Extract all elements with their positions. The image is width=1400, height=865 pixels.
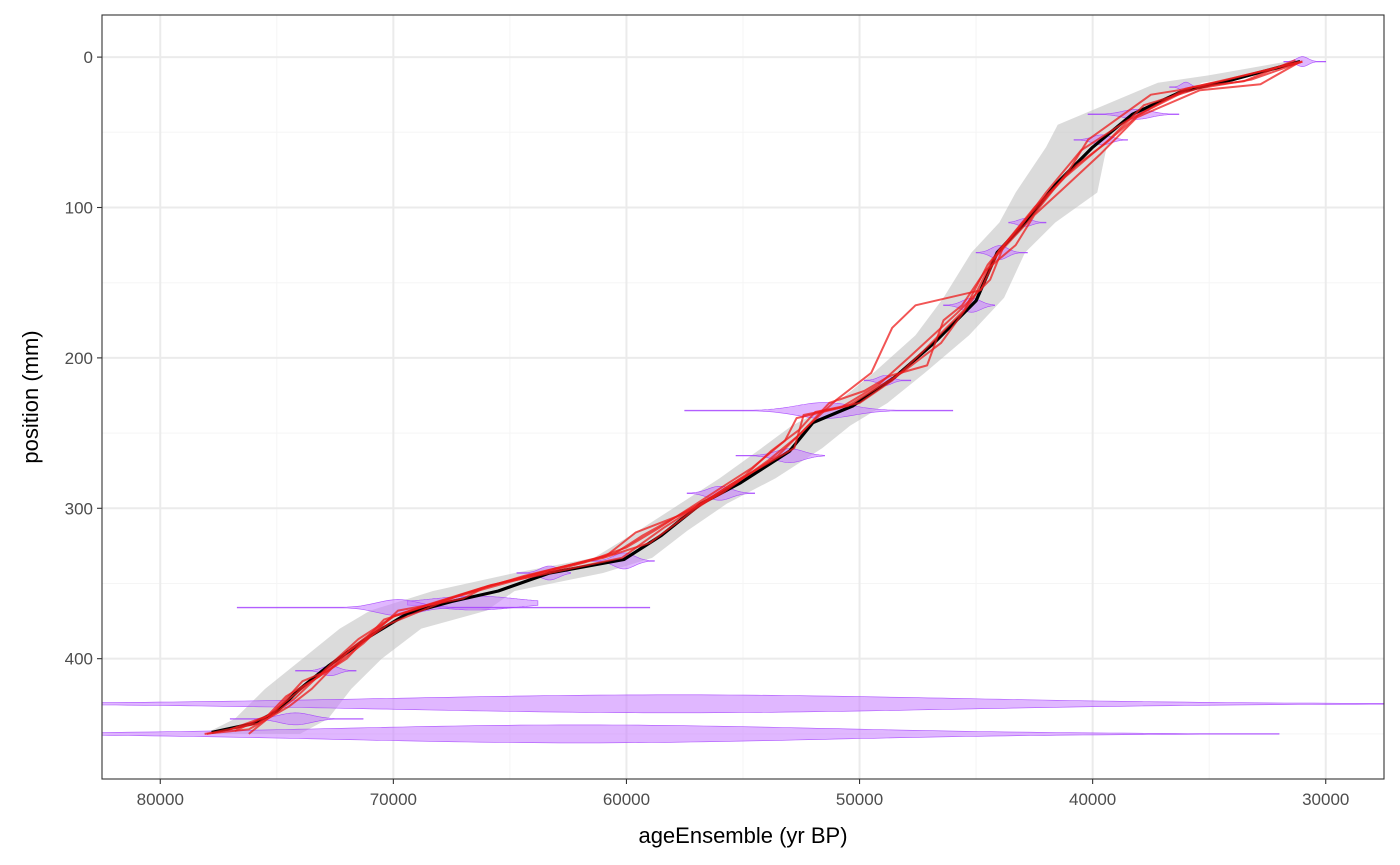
x-axis-title: ageEnsemble (yr BP) bbox=[638, 823, 847, 848]
x-tick-label: 80000 bbox=[137, 790, 184, 809]
y-axis-title: position (mm) bbox=[18, 330, 43, 463]
y-tick-label: 300 bbox=[65, 499, 93, 518]
x-tick-label: 70000 bbox=[370, 790, 417, 809]
chart: 80000 70000 60000 50000 40000 30000 0 100 200 300… bbox=[0, 0, 1400, 865]
x-tick-label: 50000 bbox=[836, 790, 883, 809]
x-tick-label: 60000 bbox=[603, 790, 650, 809]
x-tick-label: 40000 bbox=[1069, 790, 1116, 809]
y-tick-label: 0 bbox=[84, 48, 93, 67]
y-tick-label: 400 bbox=[65, 650, 93, 669]
y-tick-label: 100 bbox=[65, 199, 93, 218]
y-tick-label: 200 bbox=[65, 349, 93, 368]
x-tick-label: 30000 bbox=[1302, 790, 1349, 809]
